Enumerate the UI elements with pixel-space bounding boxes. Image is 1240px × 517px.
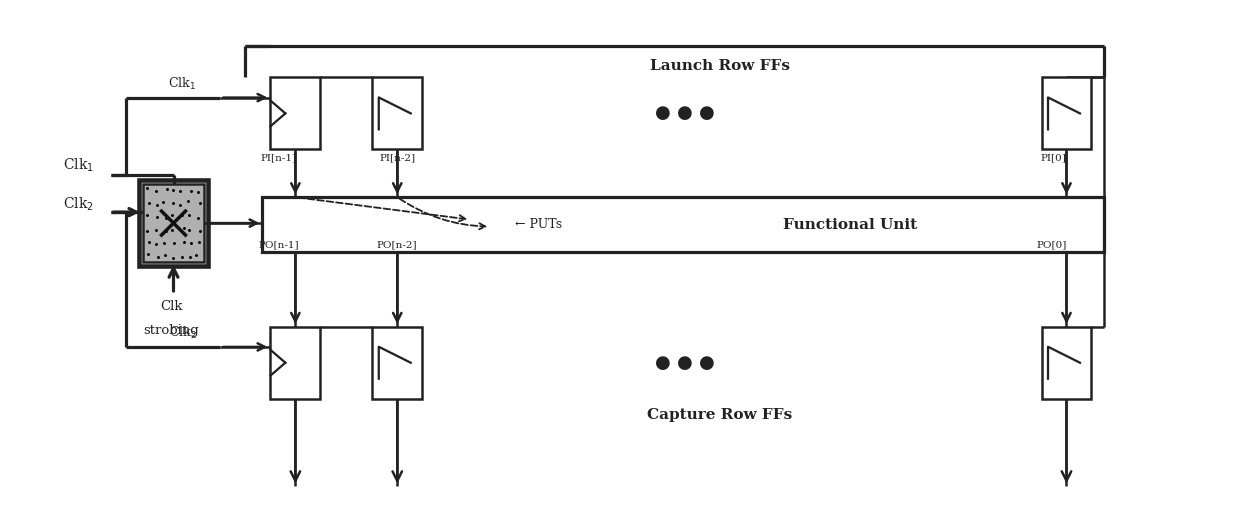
Text: PI[0]: PI[0] (1040, 153, 1066, 162)
Text: Clk$_1$: Clk$_1$ (63, 157, 93, 174)
Text: Launch Row FFs: Launch Row FFs (650, 58, 790, 72)
Bar (263, 197, 1105, 252)
Bar (372, 78, 423, 149)
Text: PI[n-2]: PI[n-2] (379, 153, 415, 162)
Text: Clk$_1$: Clk$_1$ (169, 75, 196, 92)
Text: ● ● ●: ● ● ● (655, 104, 714, 123)
Text: PI[n-1]: PI[n-1] (260, 153, 296, 162)
Text: Capture Row FFs: Capture Row FFs (647, 407, 792, 421)
Bar (143, 184, 205, 262)
Bar (1042, 327, 1091, 399)
Text: PO[0]: PO[0] (1037, 240, 1066, 249)
Bar (372, 327, 423, 399)
Bar (270, 78, 320, 149)
Bar (270, 327, 320, 399)
Text: ← PUTs: ← PUTs (515, 218, 562, 231)
Text: strobing: strobing (144, 324, 200, 337)
Text: PO[n-1]: PO[n-1] (258, 240, 299, 249)
Text: Functional Unit: Functional Unit (782, 218, 916, 232)
Text: Clk$_2$: Clk$_2$ (63, 195, 93, 213)
Text: PO[n-2]: PO[n-2] (377, 240, 418, 249)
Text: Clk$_2$: Clk$_2$ (169, 325, 196, 341)
Bar (1042, 78, 1091, 149)
Text: Clk: Clk (160, 300, 182, 313)
Text: ● ● ●: ● ● ● (655, 354, 714, 372)
Bar (139, 180, 208, 266)
